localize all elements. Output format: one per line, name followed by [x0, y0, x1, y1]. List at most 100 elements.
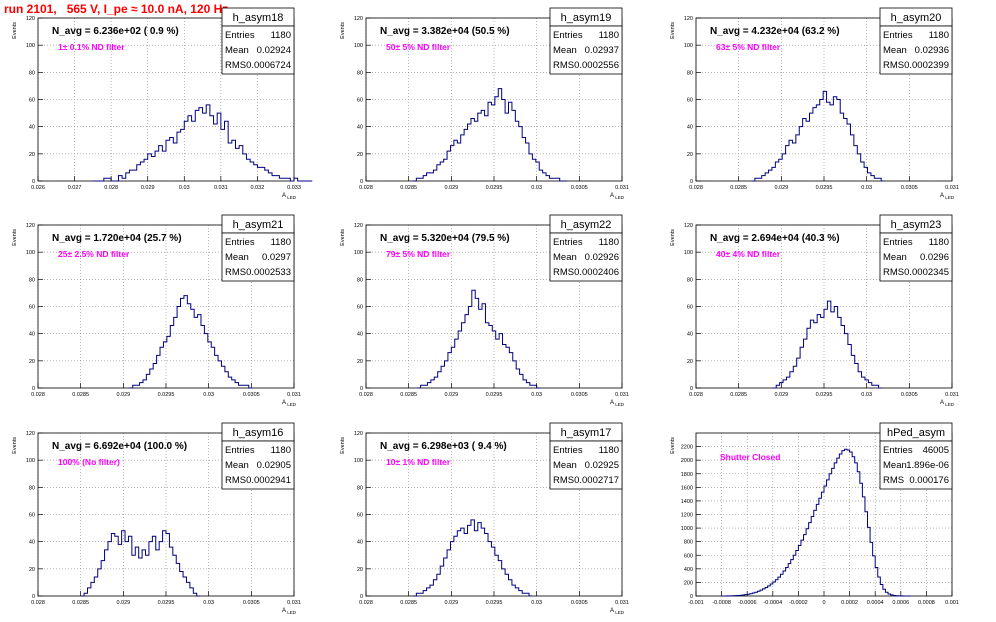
stats-rms-value: 0.0002717 [574, 475, 619, 486]
y-tick-label: 1600 [681, 485, 693, 491]
stats-entries-label: Entries [883, 30, 913, 41]
x-tick-label: 0.029 [444, 600, 458, 606]
stats-box [879, 25, 953, 75]
stats-mean-value: 0.0296 [920, 252, 949, 263]
histogram-panel-h_asym17: 0.028 0.0285 0.029 0.0295 0.03 0.0305 0.031 0 20… [340, 422, 629, 615]
x-tick-label: 0.029 [141, 185, 155, 191]
y-tick-label: 80 [29, 70, 35, 76]
x-axis-title-subscript: LED [944, 402, 955, 407]
stats-box [221, 440, 295, 490]
y-tick-label: 1400 [681, 499, 693, 505]
stats-rms-value: 0.0002941 [246, 475, 291, 486]
histogram-panel-h_asym23: 0.028 0.0285 0.029 0.0295 0.03 0.0305 0.031 0 20… [670, 214, 959, 407]
stats-title: h_asym21 [233, 219, 284, 231]
x-tick-label: 0.033 [287, 185, 301, 191]
y-tick-label: 120 [26, 223, 35, 229]
x-tick-label: 0.0285 [400, 600, 417, 606]
stats-rms-label: RMS [553, 475, 574, 486]
histogram-panel-h_asym18: 0.026 0.027 0.028 0.029 0.03 0.031 0.032 0.033 0… [12, 7, 313, 200]
y-tick-label: 120 [354, 16, 363, 22]
histogram-panel-h_asym21: 0.028 0.0285 0.029 0.0295 0.03 0.0305 0.031 0 20… [12, 214, 301, 407]
y-tick-label: 100 [26, 250, 35, 256]
y-tick-label: 20 [357, 152, 363, 158]
stats-mean-value: 1.896e-06 [906, 460, 949, 471]
stats-mean-label: Mean [225, 252, 249, 263]
histogram-line-h_asym23 [772, 300, 883, 389]
stats-entries-value: 1180 [929, 237, 949, 248]
stats-title: h_asym17 [561, 427, 612, 439]
histogram-line-h_asym17 [412, 519, 533, 597]
x-tick-label: 0.0295 [486, 392, 503, 398]
filter-label: 1± 0.1% ND filter [58, 42, 125, 52]
x-axis-title-subscript: LED [614, 402, 625, 407]
histogram-line-h_asym20 [751, 90, 885, 182]
x-tick-label: 0.031 [615, 392, 629, 398]
filter-label: 63± 5% ND filter [716, 42, 781, 52]
x-tick-label: 0.0305 [571, 185, 588, 191]
x-tick-label: 0.0295 [816, 185, 833, 191]
y-axis-title: Events [12, 437, 18, 454]
stats-mean-label: Mean [883, 252, 907, 263]
stats-title: h_asym19 [561, 12, 612, 24]
x-tick-label: 0.0285 [400, 392, 417, 398]
x-axis-title-subscript: LED [286, 402, 297, 407]
x-tick-label: 0.0305 [243, 392, 260, 398]
stats-title: h_asym16 [233, 427, 284, 439]
y-axis-title: Events [340, 437, 346, 454]
stats-box [221, 25, 295, 75]
x-tick-label: 0.032 [251, 185, 265, 191]
y-tick-label: 20 [687, 152, 693, 158]
x-tick-label: 0.029 [774, 185, 788, 191]
x-tick-label: 0.0008 [918, 600, 935, 606]
y-tick-label: 20 [29, 359, 35, 365]
x-tick-label: 0.03 [531, 185, 542, 191]
x-tick-label: 0.0002 [841, 600, 858, 606]
y-tick-label: 100 [354, 458, 363, 464]
stats-mean-value: 0.02937 [585, 45, 619, 56]
x-tick-label: 0.001 [945, 600, 959, 606]
x-tick-label: 0.028 [359, 392, 373, 398]
stats-entries-label: Entries [553, 237, 583, 248]
y-tick-label: 2200 [681, 445, 693, 451]
x-tick-label: 0.03 [531, 392, 542, 398]
x-tick-label: 0.0295 [816, 392, 833, 398]
stats-entries-value: 1180 [599, 237, 619, 248]
histogram-panel-h_asym20: 0.028 0.0285 0.029 0.0295 0.03 0.0305 0.031 0 20… [670, 7, 959, 200]
stats-rms-value: 0.0002406 [574, 267, 619, 278]
x-tick-label: 0.0285 [730, 185, 747, 191]
y-tick-label: 40 [687, 125, 693, 131]
stats-mean-label: Mean [553, 252, 577, 263]
stats-rms-label: RMS [225, 60, 246, 71]
x-axis-title: A LED [610, 400, 625, 407]
histogram-panel-h_asym22: 0.028 0.0285 0.029 0.0295 0.03 0.0305 0.031 0 20… [340, 214, 629, 407]
stats-mean-value: 0.02926 [585, 252, 619, 263]
y-tick-label: 60 [357, 305, 363, 311]
navg-label: N_avg = 1.720e+04 (25.7 %) [52, 233, 182, 244]
y-tick-label: 1800 [681, 472, 693, 478]
stats-mean-value: 0.02936 [915, 45, 949, 56]
stats-rms-label: RMS [883, 267, 904, 278]
x-axis-title: A LED [940, 193, 955, 200]
stats-mean-label: Mean [883, 45, 907, 56]
x-tick-label: 0.0285 [72, 600, 89, 606]
stats-rms-value: 0.0002399 [904, 60, 949, 71]
x-tick-label: 0.031 [214, 185, 228, 191]
histogram-line-h_asym19 [412, 88, 567, 182]
x-tick-label: 0.03 [203, 600, 214, 606]
x-tick-label: 0.0285 [400, 185, 417, 191]
x-tick-label: 0.031 [945, 392, 959, 398]
stats-entries-label: Entries [883, 237, 913, 248]
x-tick-label: 0.03 [179, 185, 190, 191]
x-tick-label: 0.031 [945, 185, 959, 191]
stats-box [549, 232, 623, 282]
stats-title: h_asym23 [891, 219, 942, 231]
y-tick-label: 0 [360, 594, 363, 600]
filter-label: 100% (No filter) [58, 457, 120, 467]
stats-mean-label: Mean [553, 45, 577, 56]
stats-entries-value: 1180 [271, 237, 291, 248]
x-tick-label: 0 [822, 600, 825, 606]
stats-rms-label: RMS [553, 267, 574, 278]
x-tick-label: 0.031 [287, 392, 301, 398]
stats-rms-label: RMS [883, 475, 904, 486]
x-tick-label: 0.0305 [571, 392, 588, 398]
